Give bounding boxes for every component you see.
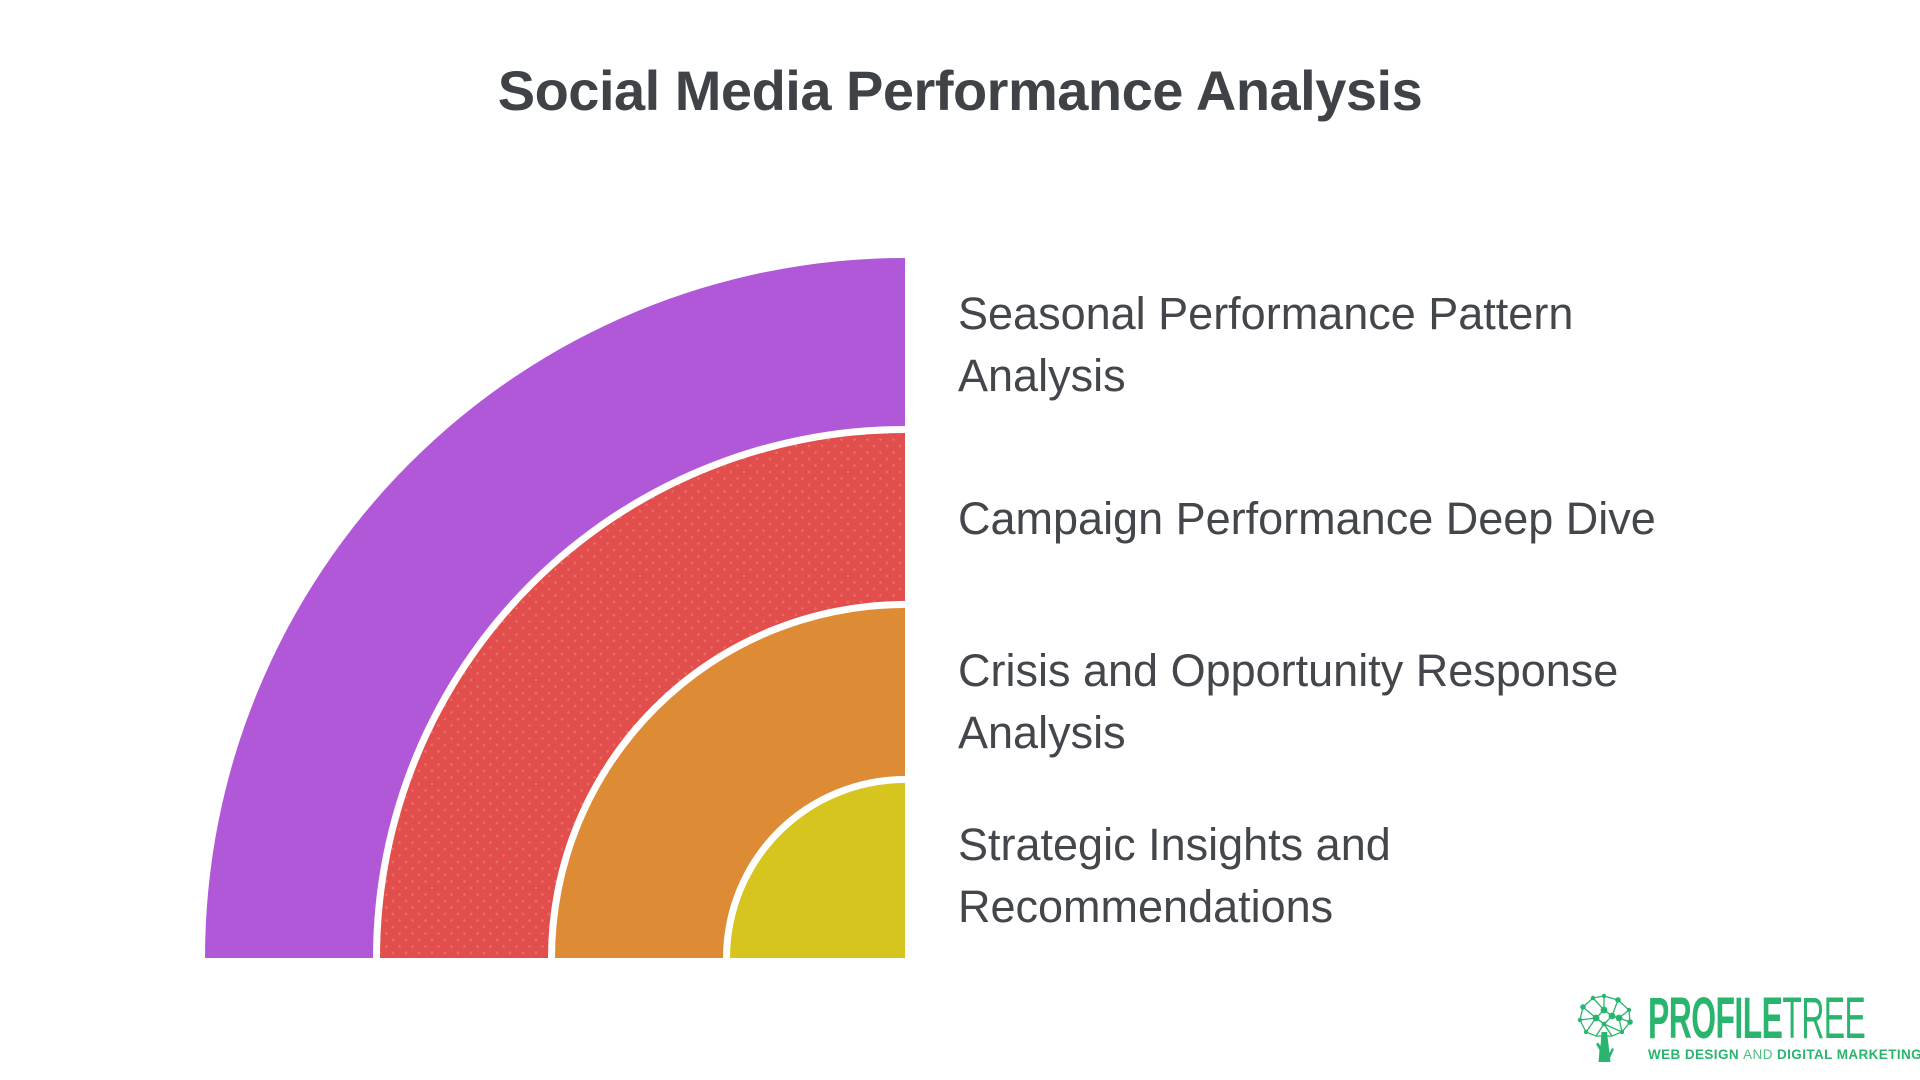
tagline-web-design: WEB DESIGN: [1648, 1047, 1744, 1062]
ring-label-seasonal: Seasonal Performance Pattern Analysis: [958, 283, 1573, 407]
ring-label-crisis: Crisis and Opportunity Response Analysis: [958, 640, 1618, 764]
page-title: Social Media Performance Analysis: [497, 59, 1423, 122]
ring-label-strategic: Strategic Insights and Recommendations: [958, 814, 1391, 938]
label-line: Recommendations: [958, 881, 1334, 932]
logo-wordmark: PROFILETREE: [1648, 990, 1866, 1048]
ring-label-campaign: Campaign Performance Deep Dive: [958, 488, 1656, 550]
label-line: Strategic Insights and: [958, 819, 1391, 870]
label-line: Analysis: [958, 350, 1126, 401]
network-tree-icon: [1577, 993, 1633, 1062]
label-line: Crisis and Opportunity Response: [958, 645, 1619, 696]
logo-wordmark-tree: TREE: [1782, 986, 1866, 1051]
label-line: Seasonal Performance Pattern: [958, 288, 1574, 339]
tagline-and: AND: [1743, 1047, 1773, 1062]
logo-text: PROFILETREE WEB DESIGN AND DIGITAL MARKE…: [1648, 990, 1920, 1063]
label-line: Campaign Performance Deep Dive: [958, 493, 1656, 544]
label-line: Analysis: [958, 707, 1126, 758]
profiletree-logo: PROFILETREE WEB DESIGN AND DIGITAL MARKE…: [1574, 990, 1920, 1063]
logo-tagline: WEB DESIGN AND DIGITAL MARKETING: [1648, 1047, 1920, 1062]
tagline-digital-marketing: DIGITAL MARKETING: [1772, 1047, 1920, 1062]
logo-wordmark-profile: PROFILE: [1648, 986, 1783, 1051]
